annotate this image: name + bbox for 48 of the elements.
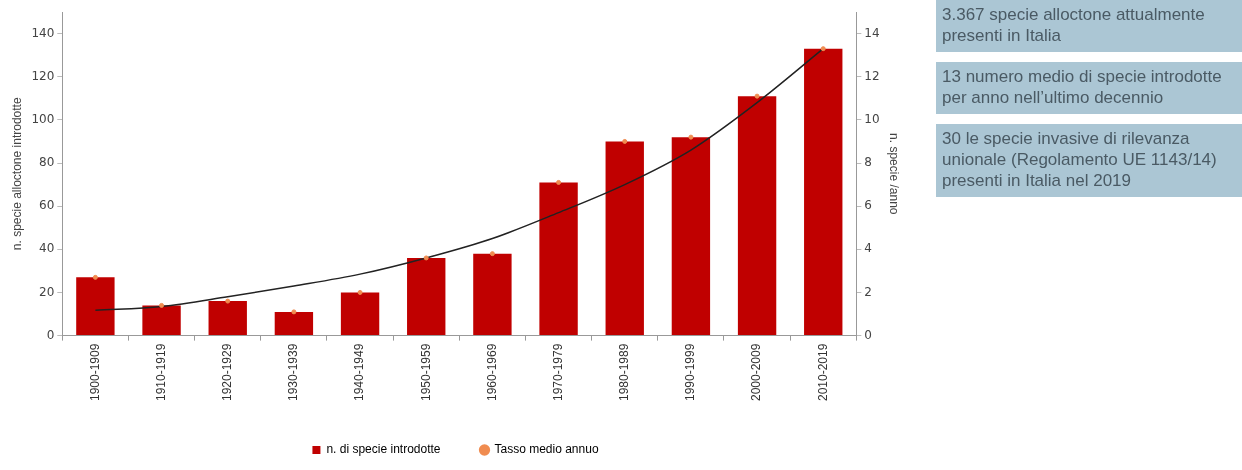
y-tick-label: 140 bbox=[31, 25, 55, 40]
y-tick-label: 60 bbox=[39, 198, 55, 213]
x-tick-label: 1970-1979 bbox=[550, 343, 565, 401]
bar bbox=[539, 182, 578, 336]
y2-axis-title: n. specie /anno bbox=[887, 133, 902, 215]
text: 3.367 specie alloctone attualmente presenti in Italia bbox=[936, 0, 1242, 52]
y2-tick-label: 10 bbox=[864, 112, 880, 126]
bar bbox=[274, 311, 314, 336]
bar bbox=[671, 137, 711, 336]
bar bbox=[142, 305, 181, 336]
y2-tick-label: 12 bbox=[864, 68, 880, 83]
bar bbox=[340, 292, 380, 336]
y2-tick-label: 2 bbox=[864, 284, 872, 299]
bar bbox=[407, 257, 446, 336]
x-tick-label: 2010-2019 bbox=[815, 343, 830, 401]
legend-label: n. di specie introdotte bbox=[326, 442, 441, 457]
x-tick-label: 1940-1949 bbox=[352, 343, 367, 401]
bar bbox=[473, 253, 512, 336]
text: 30 le specie invasive di rilevanza unionale (Regolamento UE 1143/14) presenti in Italia nel 2019 bbox=[936, 124, 1242, 197]
y2-tick-label: 8 bbox=[864, 155, 872, 170]
y-tick-label: 0 bbox=[46, 327, 55, 342]
bar bbox=[804, 48, 843, 336]
bar bbox=[208, 301, 247, 336]
y-tick-label: 40 bbox=[39, 241, 55, 256]
y-tick-label: 20 bbox=[39, 284, 55, 299]
x-tick-label: 2000-2009 bbox=[749, 343, 764, 401]
x-tick-label: 1990-1999 bbox=[683, 343, 698, 401]
x-tick-label: 1960-1969 bbox=[484, 343, 499, 401]
y-tick-label: 80 bbox=[39, 155, 55, 170]
x-tick-label: 1900-1909 bbox=[87, 343, 102, 401]
y2-tick-label: 6 bbox=[864, 198, 872, 213]
x-tick-label: 1920-1929 bbox=[220, 343, 235, 401]
y2-tick-label: 4 bbox=[864, 241, 872, 256]
x-tick-label: 1950-1959 bbox=[418, 343, 433, 401]
y2-tick-label: 14 bbox=[864, 25, 880, 40]
x-tick-label: 1980-1989 bbox=[617, 343, 632, 401]
y2-tick-label: 0 bbox=[864, 327, 872, 342]
legend-label: Tasso medio annuo bbox=[494, 442, 599, 457]
line-series bbox=[94, 47, 824, 312]
bar bbox=[737, 96, 777, 336]
x-tick-label: 1910-1919 bbox=[153, 343, 168, 401]
x-tick-label: 1930-1939 bbox=[286, 343, 301, 401]
bar bbox=[76, 277, 115, 336]
y-tick-label: 100 bbox=[31, 112, 55, 126]
y-tick-label: 120 bbox=[31, 68, 55, 83]
y-axis-title: n. specie alloctone introdotte bbox=[9, 97, 24, 251]
text: 13 numero medio di specie introdotte per anno nell’ultimo decennio bbox=[936, 62, 1242, 114]
bar bbox=[605, 141, 644, 336]
